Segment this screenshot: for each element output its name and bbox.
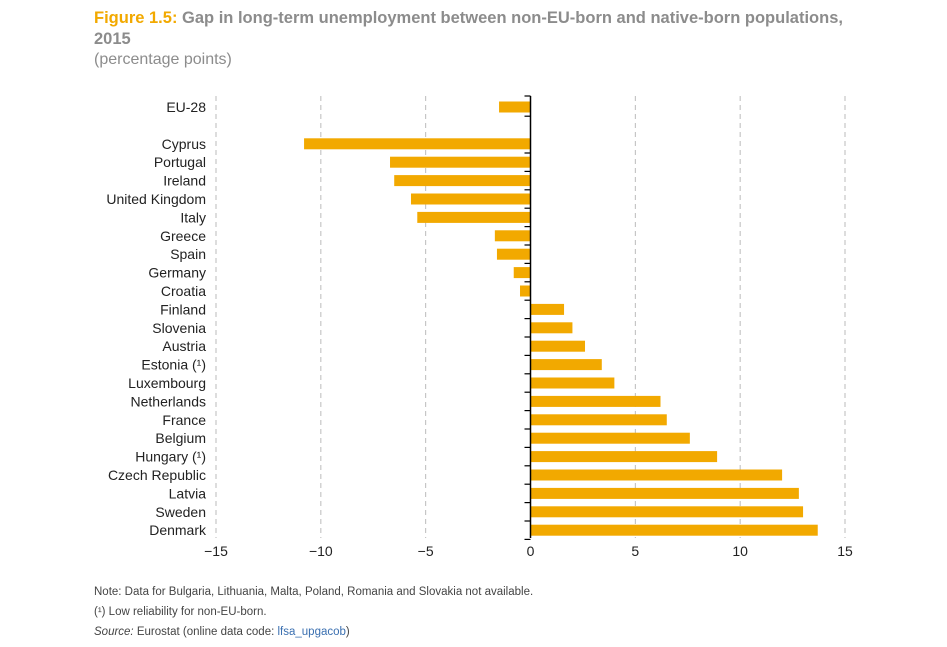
category-label: Cyprus [162, 136, 206, 152]
bar [394, 175, 531, 187]
bar [496, 248, 531, 260]
category-label: Croatia [161, 283, 206, 299]
bar [499, 101, 531, 113]
category-label: Belgium [155, 430, 206, 446]
category-label: Czech Republic [108, 467, 206, 483]
bar [530, 432, 690, 444]
bar [530, 469, 783, 481]
bar [530, 395, 661, 407]
x-tick-label: 15 [837, 543, 853, 559]
figure-label: Figure 1.5: [94, 9, 178, 27]
category-label: Italy [180, 209, 206, 225]
x-tick-label: 0 [527, 543, 535, 559]
bar [530, 524, 818, 536]
category-label: Spain [170, 246, 206, 262]
bar [494, 230, 531, 242]
source-label: Source: [94, 626, 134, 638]
category-label: Sweden [155, 504, 206, 520]
bar [530, 377, 615, 389]
category-label: Netherlands [131, 393, 207, 409]
category-label: Estonia (¹) [141, 357, 206, 373]
bar-chart: −15 −10 −5 0 5 10 15 EU-28 Cyprus Portugal Ireland… [106, 95, 853, 559]
bar [513, 267, 531, 279]
x-tick-label: −10 [309, 543, 333, 559]
note-text: Note: Data for Bulgaria, Lithuania, Malt… [94, 586, 534, 598]
source-line: Source: Eurostat (online data code: lfsa… [94, 622, 533, 642]
bar [530, 359, 602, 371]
bar [304, 138, 531, 150]
bar [530, 322, 573, 334]
category-label: Hungary (¹) [135, 449, 206, 465]
unit-label: (percentage points) [94, 51, 232, 68]
footnote-text: (¹) Low reliability for non-EU-born. [94, 606, 267, 618]
category-label: Denmark [149, 522, 207, 538]
category-label: Latvia [169, 485, 207, 501]
bar [417, 211, 531, 223]
bar [410, 193, 531, 205]
bar [530, 414, 667, 426]
category-label: Germany [148, 265, 206, 281]
x-tick-label: −5 [418, 543, 434, 559]
category-label: Ireland [163, 173, 206, 189]
title-text: Gap in long-term unemployment between no… [94, 9, 843, 48]
source-close: ) [345, 626, 350, 638]
bar [530, 451, 718, 463]
bar [520, 285, 531, 297]
category-label: United Kingdom [106, 191, 206, 207]
category-label: Slovenia [152, 320, 206, 336]
category-label: Finland [160, 301, 206, 317]
x-tick-label: −15 [204, 543, 228, 559]
category-label: Portugal [154, 154, 206, 170]
bar [530, 487, 799, 499]
chart-title: Figure 1.5: Gap in long-term unemploymen… [94, 8, 854, 50]
bar [390, 156, 531, 168]
bar [530, 506, 804, 518]
category-label: France [162, 412, 206, 428]
category-label: Luxembourg [128, 375, 206, 391]
category-label: EU-28 [166, 99, 206, 115]
category-label: Austria [162, 338, 206, 354]
chart-notes: Note: Data for Bulgaria, Lithuania, Malt… [94, 582, 533, 642]
category-label: Greece [160, 228, 206, 244]
x-tick-label: 5 [631, 543, 639, 559]
x-tick-label: 10 [732, 543, 748, 559]
bar [530, 303, 565, 315]
bar [530, 340, 586, 352]
source-code-link[interactable]: lfsa_upgacob [277, 626, 346, 638]
source-text: Eurostat (online data code: [133, 626, 278, 638]
